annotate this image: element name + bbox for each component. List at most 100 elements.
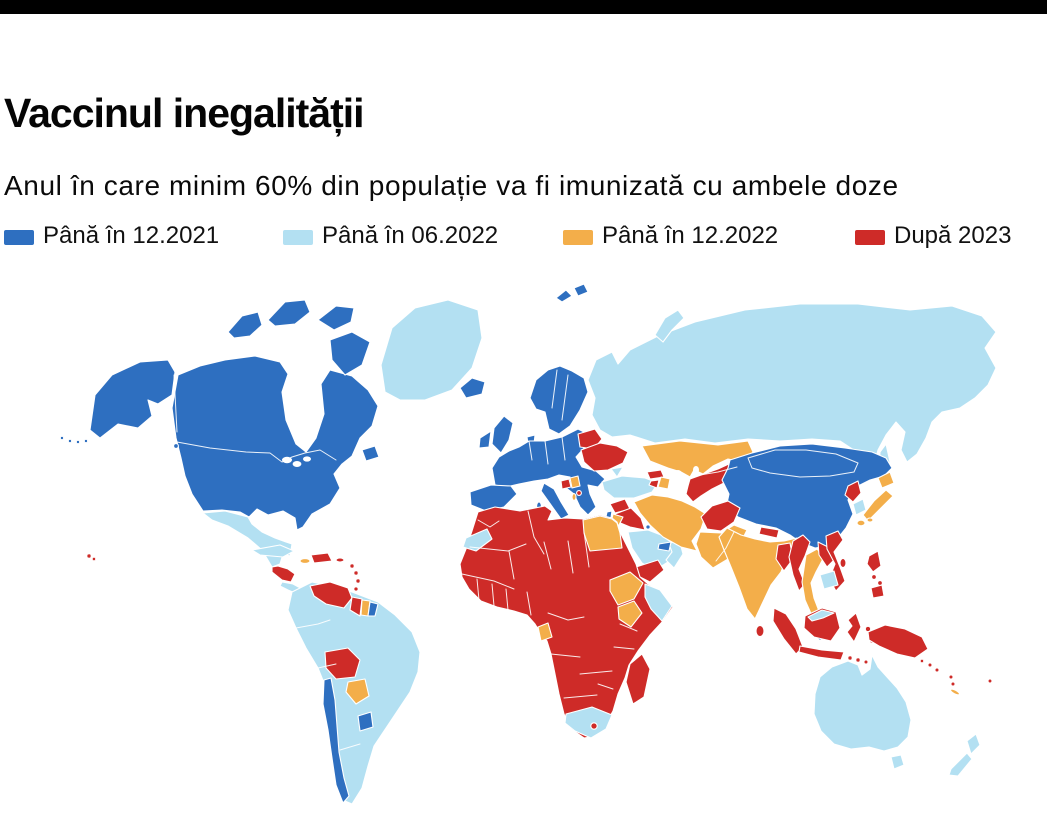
legend-swatch-orange [563,229,593,245]
region-afghanistan [700,500,741,532]
region-sri-lanka [755,624,765,638]
region-china-mongolia [721,443,893,549]
region-uruguay [357,711,374,732]
region-alaska [89,359,176,439]
region-fiji [987,678,993,684]
region-north-korea [844,480,862,503]
region-french-guiana [367,601,379,617]
country-borders-overlay [173,369,859,751]
region-bosnia [560,478,572,490]
legend-label: Până în 12.2021 [43,222,220,249]
region-albania [571,493,577,501]
region-turkey [601,475,659,499]
region-north-macedonia [576,490,582,496]
page-subtitle: Anul în care minim 60% din populație va … [4,170,899,201]
legend-label: După 2023 [894,222,1012,249]
region-canada-usa [171,355,380,531]
region-gabon [537,622,553,642]
region-azerbaijan [657,476,671,490]
legend: Până în 12.2021 Până în 06.2022 Până în … [0,222,1047,252]
region-novaya-zemlya [654,309,685,343]
region-new-zealand-south [948,752,973,777]
region-scandinavia [529,365,589,435]
region-vanuatu [948,674,956,687]
region-cuba [251,544,295,558]
region-madagascar [625,653,651,705]
region-japan-shikoku [866,517,874,523]
legend-swatch-red [855,229,885,245]
legend-label: Până în 12.2022 [602,222,779,249]
region-bolivia [324,647,361,680]
region-thailand [801,548,825,619]
page-title: Vaccinul inegalității [4,90,365,137]
region-venezuela [309,581,353,609]
region-japan-kyushu [856,519,866,527]
region-new-caledonia [949,688,961,696]
region-puerto-rico [335,557,345,563]
legend-item-after-2023: După 2023 [855,222,1011,250]
region-south-africa [564,706,613,739]
region-hawaii [86,553,96,561]
region-ukraine [580,442,629,472]
region-iceland [459,377,486,399]
world-choropleth-map [0,280,1047,815]
region-nepal [758,526,780,539]
region-iran [633,494,707,552]
region-new-zealand-north [966,733,981,755]
mongolia-border [747,449,859,478]
region-serbia [569,475,581,489]
region-south-korea [852,498,867,516]
region-australia [813,654,912,752]
region-united-kingdom [491,415,514,454]
region-africa [459,505,674,739]
region-uae-qatar [657,541,672,552]
region-myanmar [788,534,811,592]
region-somalia [644,583,673,622]
region-india [718,527,798,620]
great-lakes [282,456,292,464]
region-new-guinea [867,624,929,659]
region-arctic-island-mid [267,299,311,327]
region-mexico [202,510,293,568]
region-kenya [617,600,643,628]
region-western-sahara [462,528,493,552]
region-sumatra [772,607,804,655]
region-taiwan [839,557,847,569]
region-georgia [646,469,665,480]
region-japan-hokkaido [877,471,895,489]
legend-item-by-jun-2022: Până în 06.2022 [283,222,498,250]
region-greenland [380,299,483,401]
region-japan-honshu [862,489,894,522]
region-sulawesi [846,612,862,643]
region-russia [587,303,997,467]
region-arctic-island-east [317,305,355,331]
region-lesser-sunda [847,655,869,665]
region-lesotho [590,722,598,730]
region-ethiopia [609,571,644,606]
region-lesser-antilles [349,563,361,584]
region-ireland [478,430,492,449]
region-bangladesh [775,542,794,572]
region-east-malaysia-brunei [807,609,835,622]
region-crimea [610,466,624,478]
region-kuwait [645,524,651,530]
region-cambodia [819,570,839,590]
region-baffin-island [329,331,371,376]
region-tasmania [890,754,905,770]
legend-item-by-dec-2021: Până în 12.2021 [4,222,219,250]
region-guyana [349,596,363,617]
legend-swatch-light-blue [283,229,313,245]
region-central-america [271,565,296,583]
region-chile [322,677,350,804]
top-bar [0,0,1047,14]
legend-item-by-dec-2022: Până în 12.2022 [563,222,778,250]
region-armenia [648,479,660,489]
legend-swatch-dark-blue [4,229,34,245]
region-egypt [582,515,623,552]
caspian-sea [671,470,685,496]
region-italy [540,482,570,520]
region-haiti-dominican-republic [310,552,333,564]
region-solomon-islands [920,659,940,673]
region-arctic-island-west [227,311,263,339]
region-philippines [866,550,885,599]
